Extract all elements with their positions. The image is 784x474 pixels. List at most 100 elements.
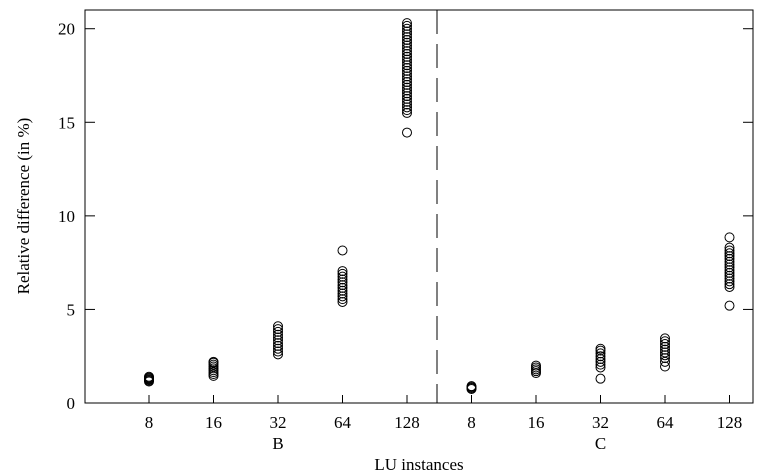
data-point bbox=[337, 245, 348, 256]
data-point bbox=[273, 324, 283, 335]
data-point bbox=[595, 356, 606, 367]
data-point bbox=[402, 99, 412, 110]
data-point bbox=[402, 34, 412, 45]
data-point bbox=[337, 296, 348, 307]
data-point bbox=[724, 265, 735, 276]
x-tick-label: 128 bbox=[717, 413, 743, 432]
data-point bbox=[724, 242, 735, 253]
data-point bbox=[402, 65, 412, 76]
data-point bbox=[208, 356, 219, 367]
data-point bbox=[595, 362, 606, 373]
data-point bbox=[402, 88, 412, 99]
data-point bbox=[724, 232, 735, 243]
data-point bbox=[273, 340, 283, 351]
data-point bbox=[660, 333, 670, 344]
data-point bbox=[724, 251, 735, 262]
data-point bbox=[402, 91, 412, 102]
y-tick-label: 0 bbox=[67, 394, 76, 413]
data-point bbox=[273, 338, 283, 349]
group-label: C bbox=[595, 434, 606, 453]
data-point bbox=[402, 77, 412, 88]
x-tick-label: 8 bbox=[467, 413, 476, 432]
data-point bbox=[337, 294, 348, 305]
data-point bbox=[273, 326, 283, 337]
data-point bbox=[402, 127, 412, 138]
data-point bbox=[337, 285, 348, 296]
data-point bbox=[595, 373, 606, 384]
x-tick-label: 32 bbox=[270, 413, 287, 432]
data-point bbox=[402, 93, 412, 104]
y-axis: 0 5 10 15 20 bbox=[58, 20, 753, 413]
data-point bbox=[660, 361, 670, 372]
data-point bbox=[402, 18, 412, 29]
data-point bbox=[724, 281, 735, 292]
data-point bbox=[273, 349, 283, 360]
data-point bbox=[402, 68, 412, 79]
data-point bbox=[724, 253, 735, 264]
data-point bbox=[402, 26, 412, 37]
data-point bbox=[724, 259, 735, 270]
data-point bbox=[402, 74, 412, 85]
data-point bbox=[337, 268, 348, 279]
data-point bbox=[724, 270, 735, 281]
data-point bbox=[660, 339, 670, 350]
data-point bbox=[660, 344, 670, 355]
plot-frame bbox=[84, 9, 754, 404]
data-point bbox=[337, 274, 348, 285]
data-point bbox=[724, 267, 735, 278]
data-point bbox=[402, 29, 412, 40]
data-point bbox=[402, 40, 412, 51]
data-point bbox=[595, 359, 606, 370]
data-point bbox=[660, 353, 670, 364]
data-point bbox=[402, 105, 412, 116]
x-tick-label: 16 bbox=[528, 413, 545, 432]
data-point bbox=[402, 57, 412, 68]
data-point bbox=[273, 335, 283, 346]
x-axis-title: LU instances bbox=[374, 455, 463, 474]
y-tick-label: 5 bbox=[67, 300, 76, 319]
data-point bbox=[660, 350, 670, 361]
data-points bbox=[144, 18, 735, 394]
data-point bbox=[402, 48, 412, 59]
data-point bbox=[402, 43, 412, 54]
data-point bbox=[466, 381, 477, 392]
data-point bbox=[402, 79, 412, 90]
data-point bbox=[337, 266, 348, 277]
x-tick-label: 16 bbox=[205, 413, 222, 432]
x-tick-label: 32 bbox=[592, 413, 609, 432]
y-axis-title: Relative difference (in %) bbox=[14, 118, 33, 295]
y-tick-label: 20 bbox=[58, 20, 75, 39]
data-point bbox=[402, 51, 412, 62]
x-tick-label: 8 bbox=[145, 413, 154, 432]
data-point bbox=[402, 23, 412, 34]
x-tick-label: 64 bbox=[657, 413, 675, 432]
data-point bbox=[724, 256, 735, 267]
y-tick-label: 10 bbox=[58, 207, 75, 226]
data-point bbox=[337, 288, 348, 299]
data-point bbox=[402, 85, 412, 96]
data-point bbox=[402, 37, 412, 48]
data-point bbox=[144, 371, 154, 382]
data-point bbox=[595, 351, 606, 362]
data-point bbox=[595, 348, 606, 359]
x-axis: 8 16 32 64 128 B 8 16 32 64 128 C bbox=[145, 395, 743, 453]
data-point bbox=[273, 329, 283, 340]
data-point bbox=[402, 54, 412, 65]
data-point bbox=[724, 279, 735, 290]
data-point bbox=[660, 347, 670, 358]
y-tick-label: 15 bbox=[58, 113, 75, 132]
data-point bbox=[337, 291, 348, 302]
data-point bbox=[402, 102, 412, 113]
data-point bbox=[531, 360, 541, 371]
group-label: B bbox=[272, 434, 283, 453]
data-point bbox=[724, 245, 735, 256]
x-tick-label: 64 bbox=[334, 413, 352, 432]
data-point bbox=[337, 271, 348, 282]
data-point bbox=[402, 60, 412, 71]
data-point bbox=[660, 336, 670, 347]
data-point bbox=[402, 46, 412, 57]
data-point bbox=[595, 343, 606, 354]
data-point bbox=[273, 346, 283, 357]
data-point bbox=[337, 282, 348, 293]
